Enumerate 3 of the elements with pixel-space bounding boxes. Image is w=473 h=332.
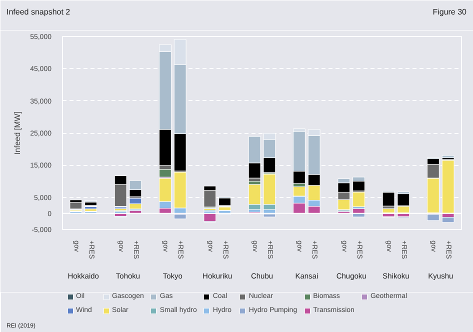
y-axis-title: Infeed [MW] (13, 111, 22, 155)
caption: Figure 30 (432, 8, 468, 16)
chart-title: Infeed snapshot 2 (6, 8, 71, 16)
